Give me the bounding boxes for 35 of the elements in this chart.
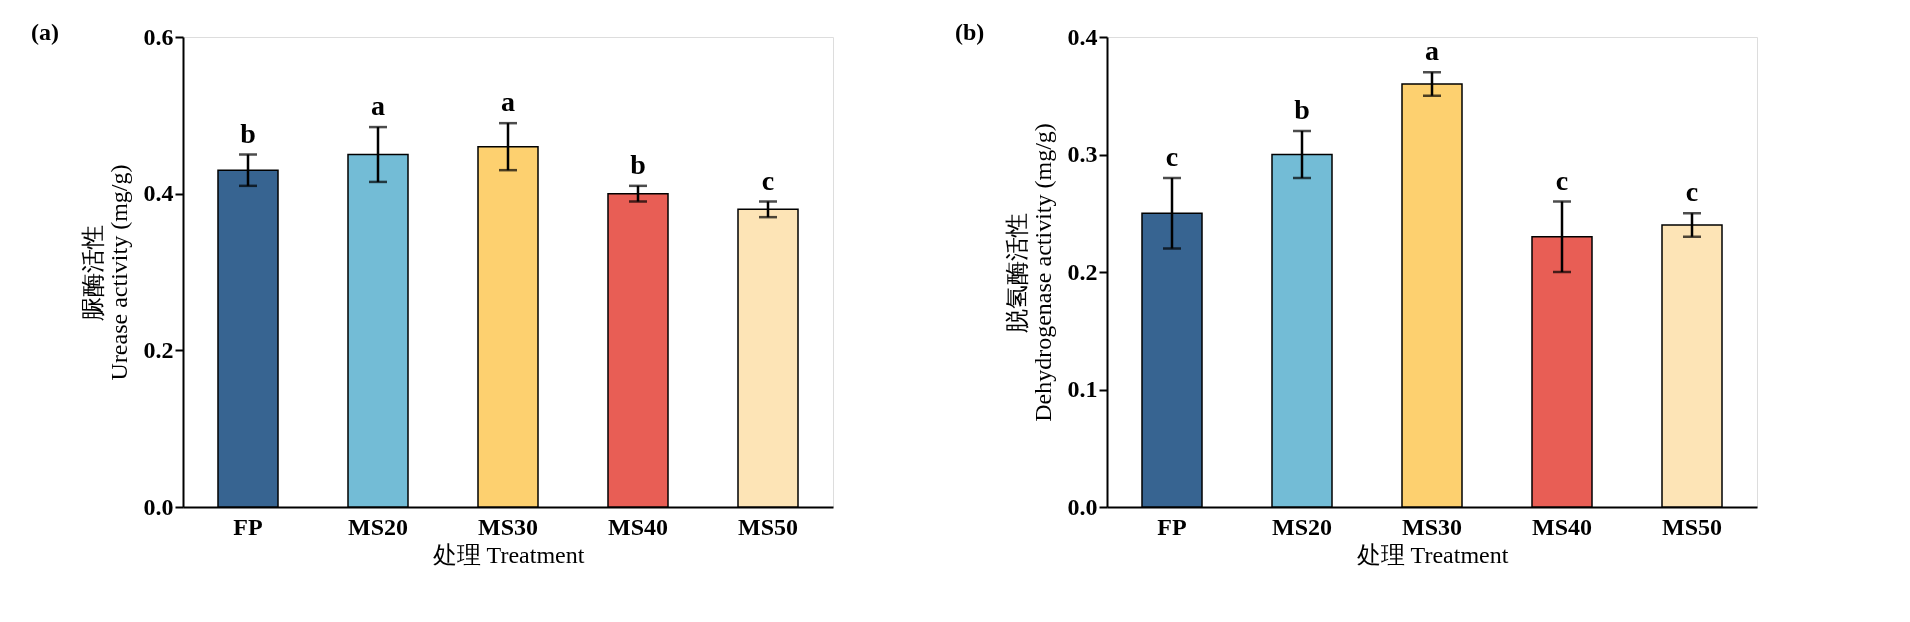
annotation: a [501,86,515,118]
annotation: c [1555,164,1569,196]
y-tick-label: 0.3 [1067,141,1098,167]
annotation: b [240,117,256,149]
x-tick-label: MS50 [1662,513,1722,540]
annotation: a [1425,35,1439,67]
x-tick-label: MS30 [478,513,538,540]
y-tick-label: 0.2 [1067,258,1098,285]
annotation: c [761,164,775,196]
chart-title: (b) [955,19,985,45]
y-tick-label: 0.4 [143,180,174,207]
annotation: c [1165,141,1179,172]
y-tick-label: 0.6 [143,23,174,50]
x-tick-label: FP [233,513,263,540]
x-tick-label: MS40 [608,513,668,540]
x-tick-label: MS50 [738,513,798,540]
annotation: a [371,90,385,122]
annotation: b [1294,94,1310,125]
x-tick-label: FP [1157,513,1187,540]
x-tick-label: MS40 [1532,513,1592,540]
x-tick-label: MS20 [1272,513,1332,540]
annotation: c [1685,176,1699,208]
chart-title: (a) [31,19,59,45]
x-tick-label: MS30 [1402,513,1462,540]
y-tick-label: 0.1 [1067,376,1098,402]
y-tick-label: 0.4 [1067,23,1098,50]
y-tick-label: 0.2 [143,336,174,363]
y-axis-title: 脲酶活性 Urease activity (mg/g) [79,164,132,381]
y-tick-label: 0.0 [143,493,174,520]
x-axis-title: 处理 Treatment [432,541,585,568]
x-axis-title: 处理 Treatment [1356,541,1509,568]
annotation: b [630,148,646,180]
x-tick-label: MS20 [348,513,408,540]
y-axis-title: 脱氢酶活性 Dehydrogenase activity (mg/g) [1003,123,1056,422]
y-tick-label: 0.0 [1067,493,1098,520]
